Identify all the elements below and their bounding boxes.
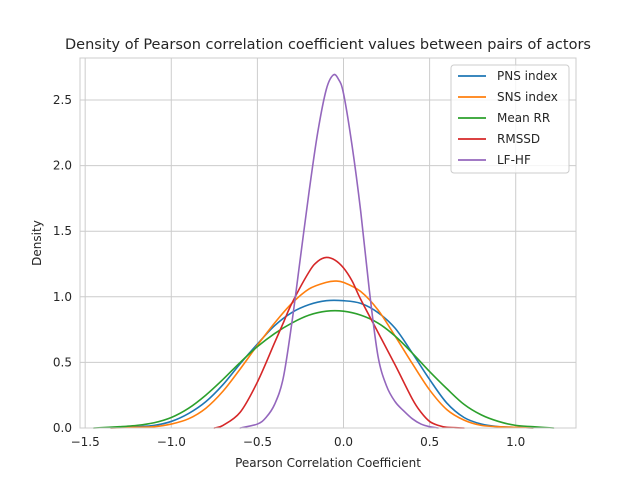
legend-label-rmssd: RMSSD <box>497 132 540 146</box>
y-tick-label: 2.0 <box>53 159 72 173</box>
x-tick-label: −1.5 <box>71 435 100 449</box>
y-tick-label: 1.0 <box>53 290 72 304</box>
tick-layer: −1.5 −1.0 −0.5 0.0 0.5 1.0 0.0 0.5 1.0 1.5 2.0 2.5 <box>53 93 525 449</box>
y-tick-label: 2.5 <box>53 93 72 107</box>
series-line-pns-index <box>110 299 534 429</box>
y-tick-label: 1.5 <box>53 224 72 238</box>
legend-box <box>450 64 570 174</box>
legend-label-mean-rr: Mean RR <box>497 111 550 125</box>
x-tick-label: 1.0 <box>506 435 525 449</box>
series-line-mean-rr <box>92 309 555 429</box>
legend: PNS index SNS index Mean RR RMSSD LF-HF <box>450 64 570 174</box>
series-line-sns-index <box>110 280 534 429</box>
legend-items: PNS index SNS index Mean RR RMSSD LF-HF <box>458 69 558 167</box>
y-tick-label: 0.0 <box>53 421 72 435</box>
x-tick-label: 0.5 <box>420 435 439 449</box>
y-tick-label: 0.5 <box>53 355 72 369</box>
series-layer <box>92 73 555 429</box>
legend-label-lf-hf: LF-HF <box>497 153 531 167</box>
x-tick-label: −1.0 <box>157 435 186 449</box>
chart-title: Density of Pearson correlation coefficie… <box>65 37 591 53</box>
x-axis-label: Pearson Correlation Coefficient <box>235 456 421 470</box>
x-tick-label: 0.0 <box>334 435 353 449</box>
y-axis-label: Density <box>30 220 44 266</box>
series-line-rmssd <box>213 256 465 429</box>
x-tick-label: −0.5 <box>243 435 272 449</box>
plot-frame <box>79 57 577 429</box>
series-line-lf-hf <box>239 73 440 429</box>
legend-label-pns-index: PNS index <box>497 69 557 83</box>
legend-label-sns-index: SNS index <box>497 90 558 104</box>
